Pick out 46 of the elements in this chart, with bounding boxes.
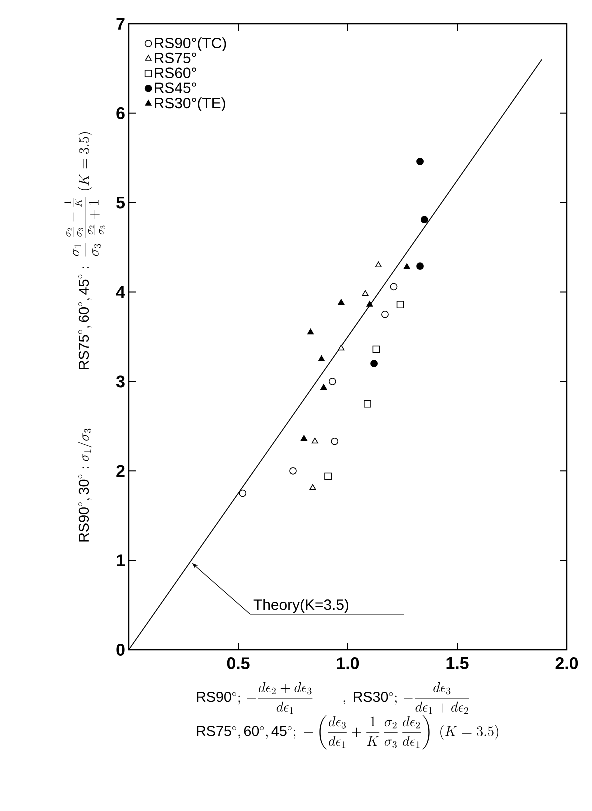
point [404, 264, 410, 270]
x-axis-title: $\begin{array}{l}\mathrm{RS90^{\circ}};\,-\dfrac{d\epsilon_2+d\epsilon_3}{d\epsilon_1}\qquad,\ \mathrm{RS30^{\circ}};\,-\dfrac{d\epsilon_3}{d\epsilon_1+d\epsilon_2}\\[8pt]\mathrm{RS75^{\circ},60^{\circ},45^{\circ}};\ -\left(\dfrac{d\epsilon_3}{d\epsilon_1}+\dfrac{1}{K}\,\dfrac{\sigma_2}{\sigma_3}\,\dfrac{d\epsilon_2}{d\epsilon_1}\right)\ (K=3.5)\end{array}$ [197, 682, 499, 750]
point [420, 216, 428, 224]
x-tick-label: 1.0 [337, 658, 360, 670]
y-tick-label: 2 [116, 465, 125, 478]
point [375, 262, 382, 268]
point [324, 472, 332, 480]
y-tick-label: 5 [116, 196, 126, 209]
y-tick-label: 7 [116, 18, 125, 30]
point [308, 328, 314, 335]
legend-label: RS75° [155, 52, 196, 64]
legend-label: RS90°(TC) [155, 38, 226, 52]
x-tick-label: 1.5 [446, 658, 469, 670]
point [382, 310, 389, 318]
legend-label: RS30°(TE) [155, 98, 226, 112]
point [338, 344, 345, 351]
point [310, 484, 316, 490]
point [320, 384, 328, 390]
point [328, 378, 336, 386]
y-axis-title: $\mathrm{RS90^{\circ},30^{\circ}}:\sigma_1/\sigma_3\qquad\qquad\mathrm{RS75^{\circ},60^{\circ},45^{\circ}}:\ \dfrac{\sigma_1}{\sigma_3}\,\dfrac{\frac{\sigma_2}{\sigma_3}+\frac{1}{K}}{\frac{\sigma_2}{\sigma_3}+1}\ (K=3.5)$ [64, 132, 106, 542]
point [370, 360, 378, 368]
point [312, 438, 318, 444]
point [364, 400, 372, 408]
point [416, 158, 424, 166]
y-tick-label: 4 [116, 286, 126, 298]
y-tick-label: 1 [117, 554, 126, 566]
point [390, 283, 398, 291]
point [396, 301, 404, 308]
y-tick-label: 6 [116, 107, 125, 120]
legend-label: RS45° [155, 82, 196, 94]
point [338, 299, 345, 306]
y-tick-label: 3 [116, 376, 125, 388]
point [366, 301, 374, 307]
point [239, 490, 247, 498]
point [331, 438, 339, 446]
y-tick-label: 0 [116, 644, 125, 656]
legend-label: RS60° [155, 68, 196, 78]
point [290, 467, 297, 475]
point [362, 290, 369, 296]
point [416, 262, 424, 270]
x-tick-label: 0.5 [227, 658, 250, 670]
point [372, 346, 380, 354]
annotation: Theory(K=3.5) [254, 599, 349, 614]
point [300, 435, 308, 441]
x-tick-label: 2.0 [556, 658, 578, 670]
point [318, 356, 325, 362]
